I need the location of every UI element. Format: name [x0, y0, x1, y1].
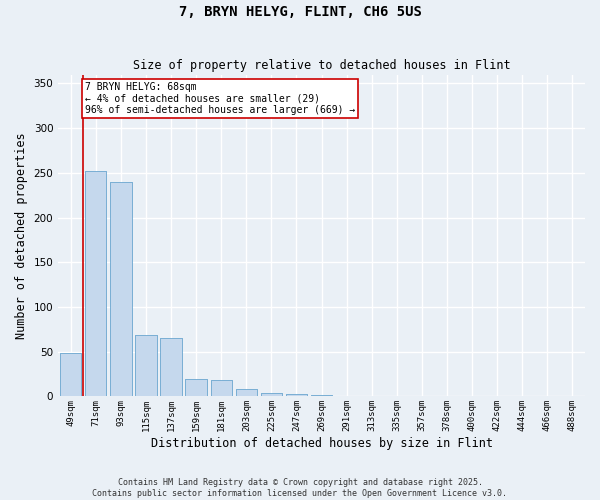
Bar [185, 380, 207, 396]
Bar [160, 338, 182, 396]
Text: 7, BRYN HELYG, FLINT, CH6 5US: 7, BRYN HELYG, FLINT, CH6 5US [179, 5, 421, 19]
Bar [185, 380, 207, 396]
Bar [236, 390, 257, 396]
Bar [286, 394, 307, 396]
Bar [311, 394, 332, 396]
Text: 7 BRYN HELYG: 68sqm
← 4% of detached houses are smaller (29)
96% of semi-detache: 7 BRYN HELYG: 68sqm ← 4% of detached hou… [85, 82, 356, 115]
Text: Contains HM Land Registry data © Crown copyright and database right 2025.
Contai: Contains HM Land Registry data © Crown c… [92, 478, 508, 498]
Bar [110, 182, 131, 396]
Bar [136, 334, 157, 396]
Bar [261, 393, 282, 396]
X-axis label: Distribution of detached houses by size in Flint: Distribution of detached houses by size … [151, 437, 493, 450]
Bar [236, 390, 257, 396]
Bar [211, 380, 232, 396]
Bar [311, 394, 332, 396]
Bar [85, 171, 106, 396]
Bar [160, 338, 182, 396]
Bar [110, 182, 131, 396]
Bar [211, 380, 232, 396]
Title: Size of property relative to detached houses in Flint: Size of property relative to detached ho… [133, 59, 511, 72]
Y-axis label: Number of detached properties: Number of detached properties [15, 132, 28, 339]
Bar [60, 352, 82, 397]
Bar [136, 334, 157, 396]
Bar [60, 352, 82, 397]
Bar [261, 393, 282, 396]
Bar [85, 171, 106, 396]
Bar [286, 394, 307, 396]
